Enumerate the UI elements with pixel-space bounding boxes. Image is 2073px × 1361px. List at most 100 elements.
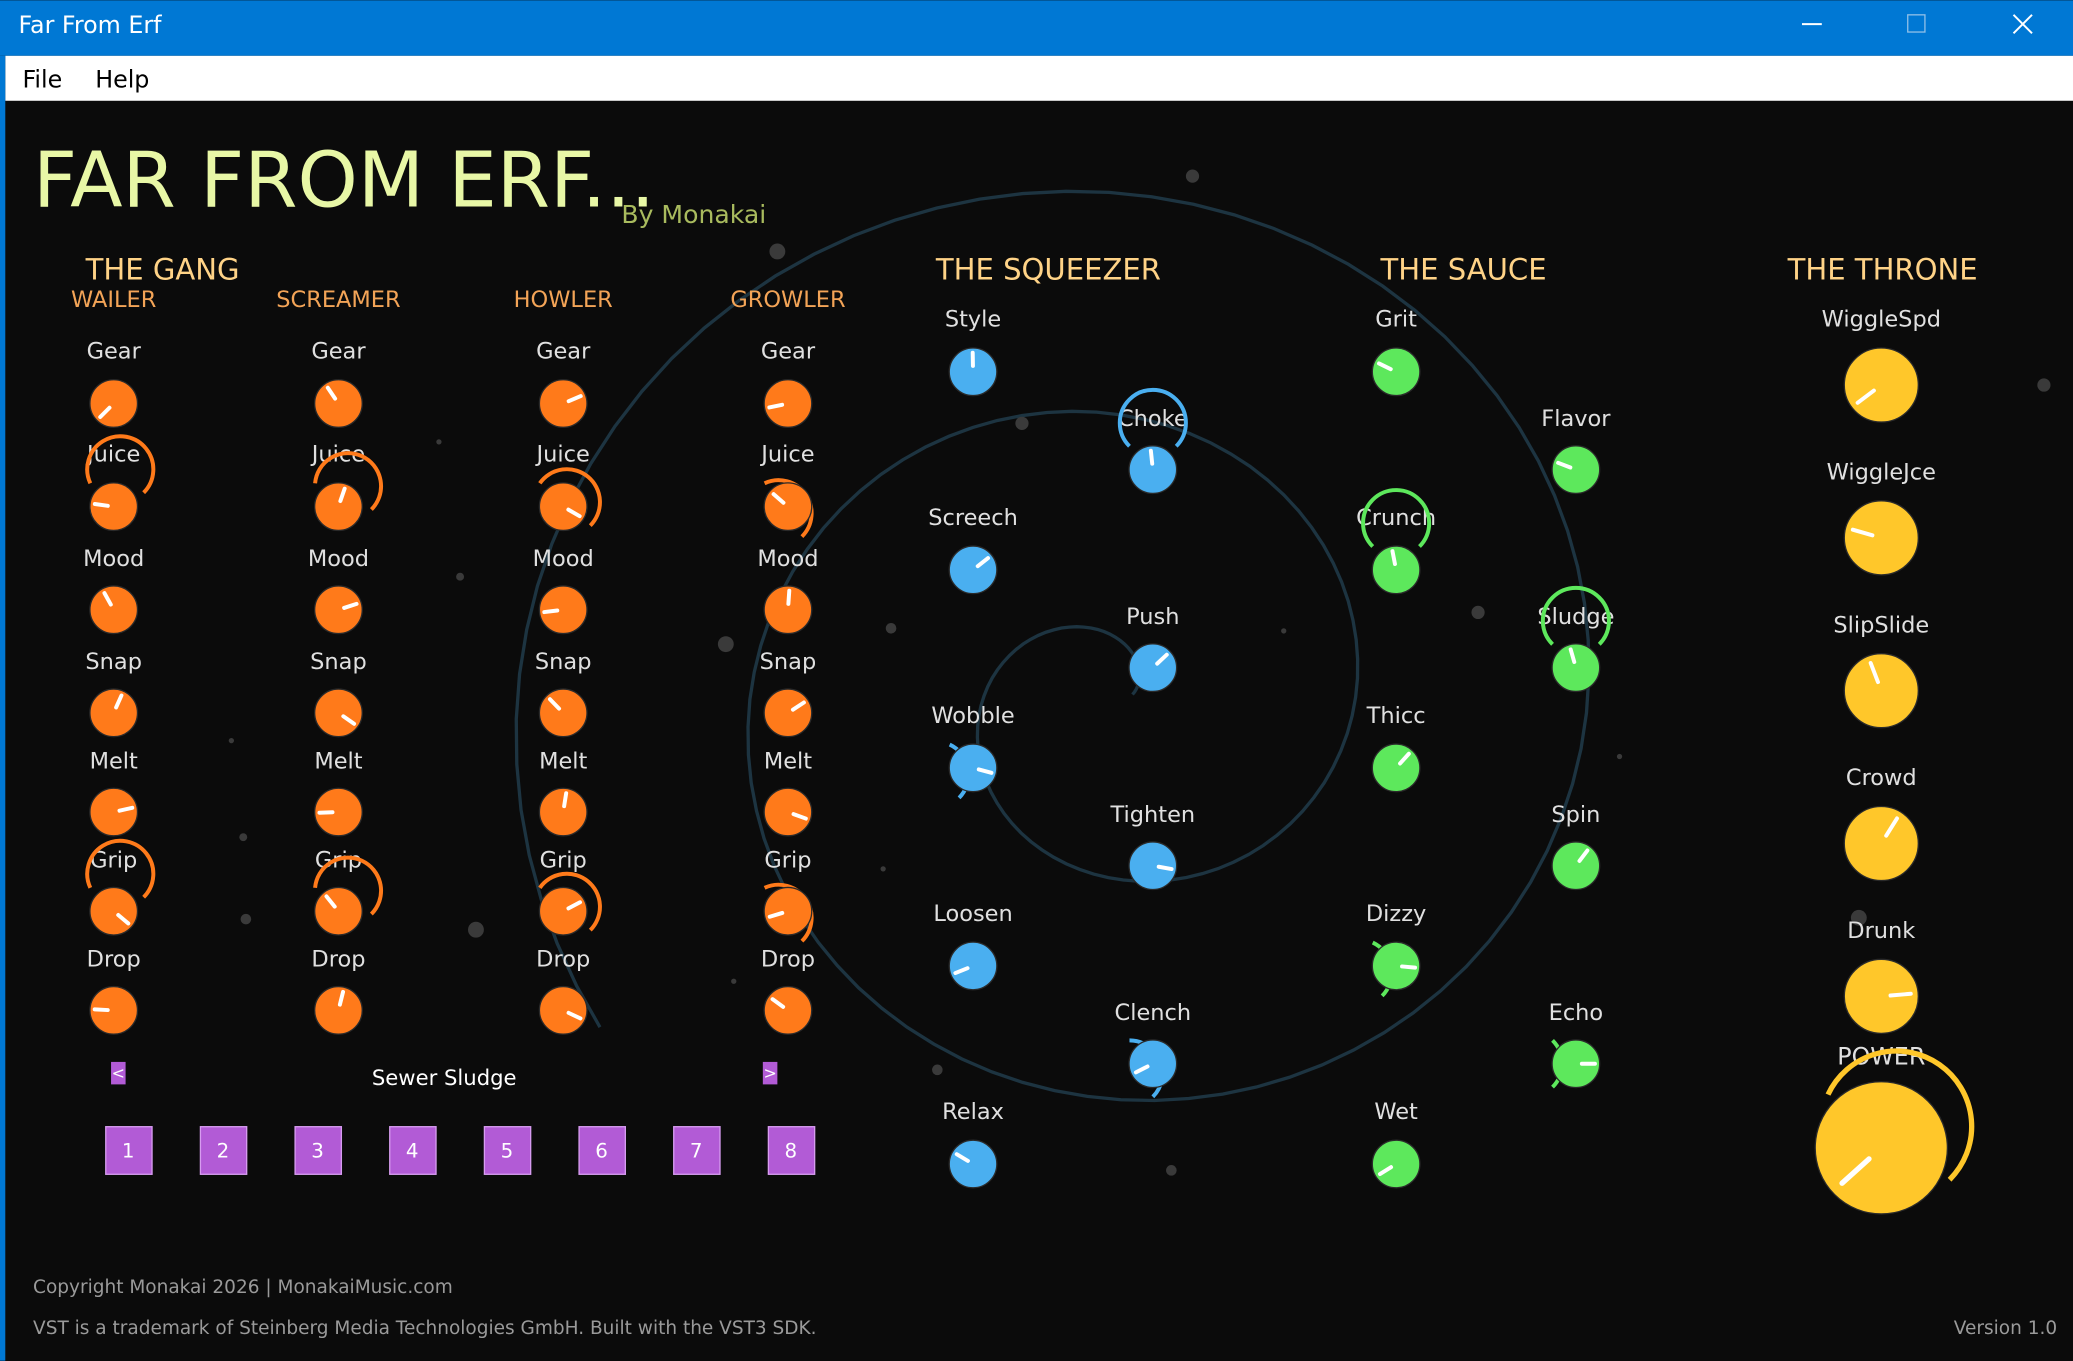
knob[interactable]: [313, 585, 363, 635]
knob-indicator: [566, 900, 582, 911]
preset-slot[interactable]: [578, 1126, 626, 1175]
knob-label: Grip: [764, 847, 811, 873]
section-title: THE SAUCE: [1379, 252, 1546, 286]
knob-indicator: [542, 608, 560, 615]
preset-prev-button[interactable]: [111, 1061, 126, 1085]
knob-indicator: [342, 601, 359, 610]
knob[interactable]: [1551, 841, 1601, 891]
knob[interactable]: [538, 688, 588, 738]
knob[interactable]: [1843, 347, 1919, 423]
column-title: HOWLER: [514, 287, 613, 313]
knob[interactable]: [313, 688, 363, 738]
column-title: SCREAMER: [276, 287, 400, 313]
preset-slot[interactable]: [294, 1126, 343, 1175]
background-dot: [932, 1064, 943, 1076]
knob[interactable]: [948, 545, 998, 595]
background-dot: [731, 978, 737, 984]
knob[interactable]: [1371, 545, 1421, 595]
knob-indicator: [547, 697, 562, 711]
knob[interactable]: [763, 886, 813, 936]
knob-label: Drop: [761, 947, 815, 973]
background-dot: [885, 622, 897, 634]
knob[interactable]: [1843, 653, 1919, 729]
knob-indicator: [324, 894, 337, 909]
knob[interactable]: [538, 787, 588, 837]
window-title: Far From Erf: [19, 11, 163, 39]
byline: By Monakai: [621, 200, 766, 229]
knob[interactable]: [313, 985, 363, 1035]
knob[interactable]: [538, 379, 588, 428]
knob-ring: [313, 855, 383, 916]
preset-slot[interactable]: [673, 1126, 721, 1175]
knob[interactable]: [1128, 445, 1178, 495]
knob[interactable]: [1128, 643, 1178, 693]
knob[interactable]: [313, 886, 363, 936]
knob[interactable]: [948, 347, 998, 397]
knob[interactable]: [1128, 841, 1178, 891]
knob[interactable]: [948, 941, 998, 991]
knob[interactable]: [948, 743, 998, 793]
preset-slot[interactable]: [767, 1126, 816, 1175]
knob[interactable]: [1371, 1139, 1421, 1189]
knob[interactable]: [763, 585, 813, 635]
preset-slot[interactable]: [389, 1126, 437, 1175]
menu-item[interactable]: Help: [95, 65, 149, 93]
knob[interactable]: [1843, 958, 1919, 1035]
knob[interactable]: [1371, 743, 1421, 793]
knob[interactable]: [1371, 941, 1421, 991]
preset-slot[interactable]: [483, 1126, 532, 1175]
knob[interactable]: [1814, 1081, 1949, 1215]
maximize-button[interactable]: [1907, 14, 1926, 33]
knob[interactable]: [1551, 643, 1601, 693]
knob[interactable]: [313, 482, 363, 532]
knob[interactable]: [763, 482, 813, 532]
knob-label: Thicc: [1366, 703, 1426, 729]
knob[interactable]: [89, 688, 139, 738]
knob[interactable]: [1551, 1039, 1601, 1089]
copyright: Copyright Monakai 2026 | MonakaiMusic.co…: [33, 1277, 453, 1298]
preset-slot[interactable]: [199, 1126, 248, 1175]
knob[interactable]: [89, 985, 139, 1035]
preset-slot[interactable]: [105, 1126, 153, 1175]
background-dot: [717, 636, 734, 653]
knob[interactable]: [538, 886, 588, 936]
trademark: VST is a trademark of Steinberg Media Te…: [33, 1318, 817, 1339]
knob[interactable]: [89, 379, 139, 428]
knob[interactable]: [313, 787, 363, 837]
knob[interactable]: [89, 886, 139, 936]
version: Version 1.0: [1954, 1318, 2057, 1339]
knob[interactable]: [763, 379, 813, 428]
knob[interactable]: [1371, 347, 1421, 397]
knob-indicator: [1556, 460, 1573, 470]
knob-label: Drop: [311, 947, 365, 973]
knob[interactable]: [89, 585, 139, 635]
knob-indicator: [1400, 964, 1418, 970]
knob[interactable]: [89, 482, 139, 532]
knob-ring: [85, 434, 156, 495]
knob[interactable]: [948, 1139, 998, 1189]
close-button[interactable]: [2012, 14, 2033, 35]
knob[interactable]: [313, 379, 363, 428]
preset-slot-label: 8: [785, 1139, 798, 1162]
knob-label: Gear: [761, 338, 816, 364]
background-dot: [2037, 378, 2051, 392]
knob[interactable]: [538, 482, 588, 532]
background-dot: [1471, 605, 1485, 620]
knob-label: Grit: [1375, 307, 1417, 333]
knob-label: Mood: [308, 546, 369, 572]
knob-indicator: [1133, 1064, 1150, 1075]
knob[interactable]: [538, 585, 588, 635]
knob[interactable]: [1551, 445, 1601, 495]
knob[interactable]: [1128, 1039, 1178, 1089]
preset-next-button[interactable]: [762, 1061, 778, 1085]
knob-ring: [85, 838, 156, 899]
knob-label: Snap: [760, 649, 817, 675]
knob[interactable]: [89, 787, 139, 837]
knob[interactable]: [763, 787, 813, 837]
knob[interactable]: [763, 688, 813, 738]
menu-item[interactable]: File: [22, 65, 62, 93]
knob[interactable]: [763, 985, 813, 1035]
knob[interactable]: [538, 985, 588, 1035]
knob[interactable]: [1843, 500, 1919, 576]
knob[interactable]: [1843, 805, 1919, 882]
